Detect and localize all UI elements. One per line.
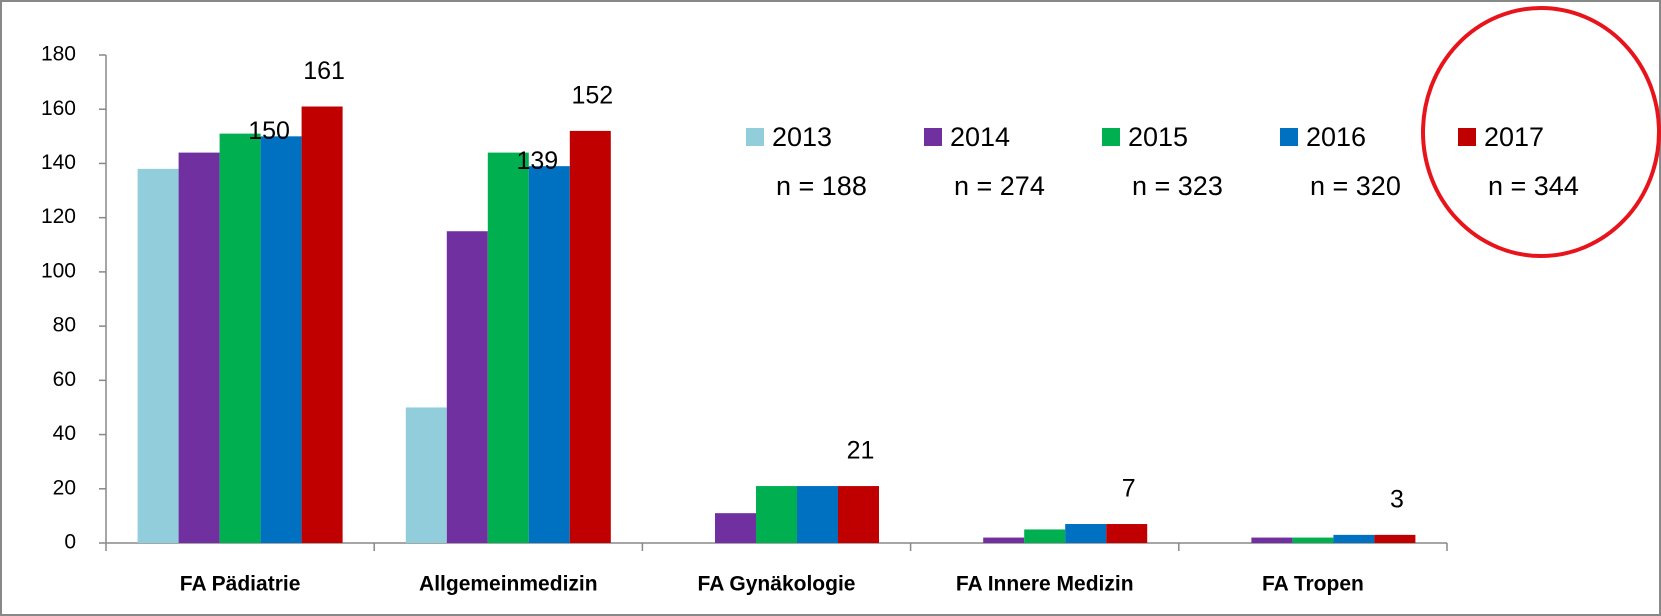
x-tick-label: Allgemeinmedizin	[419, 573, 598, 596]
data-label: 7	[1122, 475, 1136, 503]
bar	[1065, 524, 1107, 543]
data-label: 139	[516, 147, 558, 175]
y-tick-label: 60	[53, 368, 76, 391]
bar	[838, 486, 879, 543]
y-tick-label: 140	[41, 151, 76, 174]
legend-swatch	[1280, 128, 1298, 146]
legend-swatch	[746, 128, 764, 146]
legend-label: 2017	[1484, 122, 1544, 152]
legend-note: n = 188	[776, 171, 867, 201]
bar	[1292, 537, 1334, 543]
bar	[1251, 537, 1293, 543]
bar	[219, 133, 261, 543]
y-tick-label: 0	[64, 531, 76, 554]
data-label: 161	[303, 57, 345, 85]
y-tick-label: 120	[41, 205, 76, 228]
data-label: 3	[1390, 485, 1404, 513]
bar	[487, 152, 529, 543]
bar	[1333, 534, 1375, 543]
x-tick-label: FA Innere Medizin	[956, 573, 1134, 596]
legend-swatch	[1458, 128, 1476, 146]
legend-swatch	[1102, 128, 1120, 146]
y-tick-label: 100	[41, 259, 76, 282]
bar	[528, 166, 570, 543]
y-tick-label: 40	[53, 422, 76, 445]
bar	[756, 486, 797, 543]
legend-label: 2015	[1128, 122, 1188, 152]
bar	[405, 407, 447, 543]
legend-note: n = 274	[954, 171, 1045, 201]
data-label: 21	[847, 437, 875, 465]
bar	[1106, 524, 1148, 543]
bar	[301, 106, 343, 543]
legend-label: 2016	[1306, 122, 1366, 152]
x-tick-label: FA Tropen	[1262, 573, 1364, 596]
legend-note: n = 320	[1310, 171, 1401, 201]
bar	[178, 152, 220, 543]
legend-swatch	[924, 128, 942, 146]
bar	[137, 168, 179, 543]
bar	[715, 513, 756, 543]
data-label: 150	[248, 117, 290, 145]
x-tick-label: FA Gynäkologie	[698, 573, 856, 596]
bar	[569, 130, 611, 543]
y-tick-label: 80	[53, 314, 76, 337]
y-tick-label: 180	[41, 43, 76, 66]
y-tick-label: 160	[41, 97, 76, 120]
bar	[1374, 534, 1416, 543]
bar	[260, 136, 302, 544]
bar	[983, 537, 1025, 543]
legend-note: n = 323	[1132, 171, 1223, 201]
bar	[1024, 529, 1066, 543]
legend-label: 2013	[772, 122, 832, 152]
data-label: 152	[571, 82, 613, 110]
legend-label: 2014	[950, 122, 1010, 152]
y-tick-label: 20	[53, 476, 76, 499]
x-tick-label: FA Pädiatrie	[180, 573, 301, 596]
highlight-circle	[1421, 6, 1661, 258]
bar	[446, 231, 488, 543]
bar	[797, 486, 838, 543]
legend-note: n = 344	[1488, 171, 1579, 201]
